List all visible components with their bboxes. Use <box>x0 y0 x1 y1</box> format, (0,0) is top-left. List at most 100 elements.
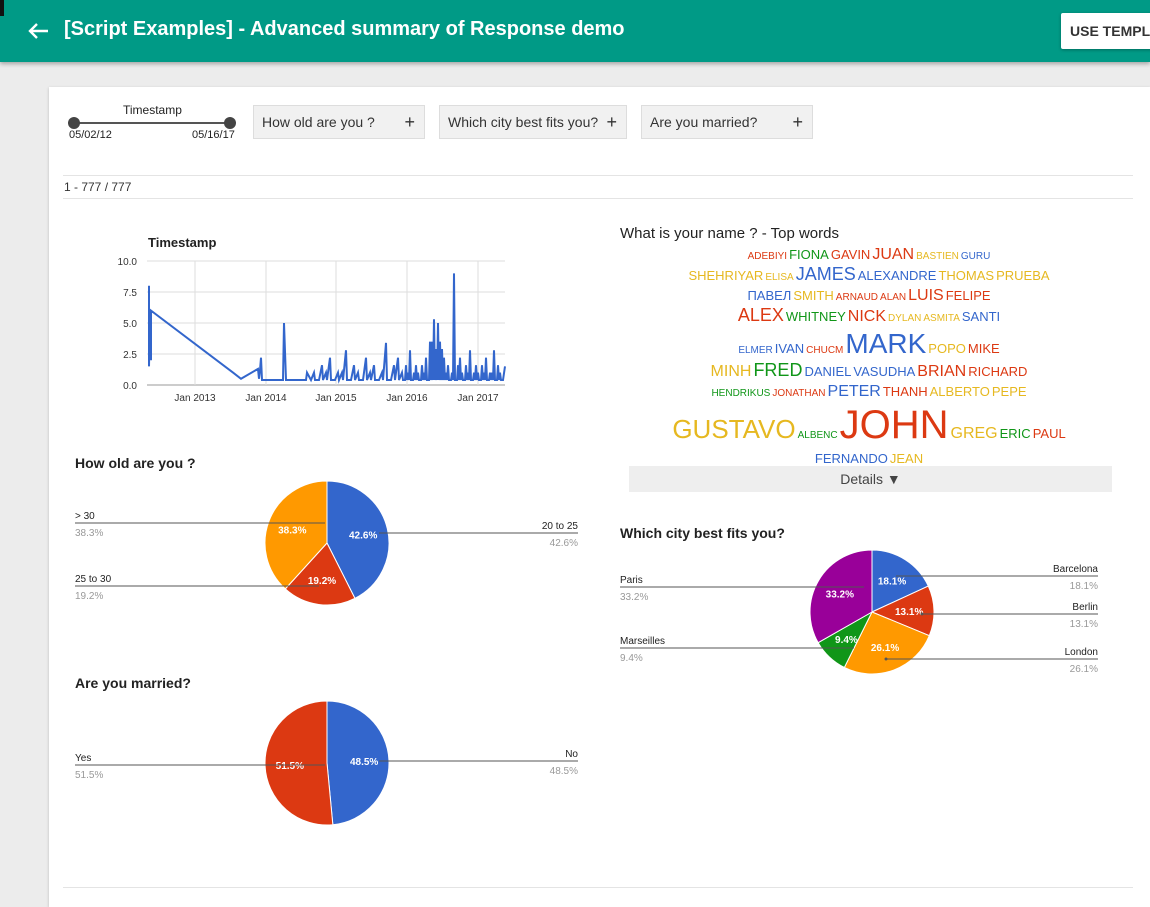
timestamp-line-chart: 10.0 7.5 5.0 2.5 0.0 Jan 2013 Jan 2014 Jan 2015… <box>118 257 506 404</box>
wordcloud-word: THOMAS <box>938 268 995 284</box>
wordcloud-word: MARK <box>845 327 927 359</box>
wordcloud-word: ERIC <box>999 425 1031 441</box>
timestamp-series-line <box>148 273 506 384</box>
range-handle-start[interactable] <box>68 117 80 129</box>
wordcloud-word: PEPE <box>991 383 1027 399</box>
wordcloud-word: HENDRIKUS <box>711 387 771 399</box>
y-tick-label: 0.0 <box>123 381 137 392</box>
legend-label: Marseilles <box>620 636 665 647</box>
wordcloud-word: JAMES <box>795 264 856 285</box>
wordcloud-word: ELMER <box>738 344 773 356</box>
range-handle-end[interactable] <box>224 117 236 129</box>
wordcloud-word: PAUL <box>1032 425 1066 441</box>
city-filter[interactable]: Which city best fits you? + <box>439 105 627 139</box>
y-tick-label: 2.5 <box>123 350 137 361</box>
legend-label: Barcelona <box>1053 564 1098 575</box>
wordcloud-word: ALEX <box>737 304 784 325</box>
details-toggle[interactable]: Details ▼ <box>629 466 1112 492</box>
wordcloud-word: BRIAN <box>917 363 967 381</box>
x-tick-label: Jan 2016 <box>386 393 428 404</box>
pie-slice-london <box>843 611 930 675</box>
arrow-left-icon <box>28 23 48 39</box>
legend-percent: 19.2% <box>75 591 103 602</box>
pie-percent-label: 42.6% <box>349 530 377 541</box>
timestamp-range-filter[interactable]: Timestamp 05/02/12 05/16/17 <box>67 101 247 141</box>
wordcloud-word: FELIPE <box>945 287 991 303</box>
timestamp-chart-title: Timestamp <box>148 235 217 250</box>
range-track <box>73 122 231 124</box>
wordcloud-word: ELISA <box>765 272 794 284</box>
wordcloud-row: ПАВЕЛ SMITH ARNAUD ALAN LUIS FELIPE <box>629 286 1109 305</box>
pie-percent-label: 9.4% <box>835 635 858 646</box>
use-template-button[interactable]: USE TEMPLA <box>1061 13 1150 49</box>
wordcloud-word: ADEBIYI <box>747 251 788 262</box>
corner-mark <box>0 0 4 16</box>
app-header: [Script Examples] - Advanced summary of … <box>0 0 1150 62</box>
legend-percent: 38.3% <box>75 528 103 539</box>
legend-label: No <box>565 749 578 760</box>
page-title: [Script Examples] - Advanced summary of … <box>64 18 625 40</box>
legend-percent: 26.1% <box>1070 664 1098 675</box>
pie-percent-label: 38.3% <box>278 526 306 537</box>
legend-label: London <box>1065 647 1098 658</box>
wordcloud-row: ALEX WHITNEY NICK DYLAN ASMITA SANTI <box>629 305 1109 327</box>
legend-percent: 13.1% <box>1070 619 1098 630</box>
range-end-label: 05/16/17 <box>192 129 235 141</box>
wordcloud-word: THANH <box>882 383 928 399</box>
legend-percent: 33.2% <box>620 592 648 603</box>
back-arrow-icon[interactable] <box>22 15 54 47</box>
wordcloud-word: VASUDHA <box>853 364 916 380</box>
city-filter-label: Which city best fits you? <box>448 114 599 130</box>
pie-percent-label: 13.1% <box>895 607 923 618</box>
wordcloud-row: HENDRIKUS JONATHAN PETER THANH ALBERTO PEPE <box>629 382 1109 401</box>
legend-label: Yes <box>75 753 91 764</box>
pie-slice-no <box>326 700 390 826</box>
wordcloud-word: JONATHAN <box>772 387 826 399</box>
wordcloud-word: POPO <box>928 340 966 356</box>
legend-label: 25 to 30 <box>75 574 112 585</box>
legend-label: Paris <box>620 575 643 586</box>
wordcloud-word: PRUEBA <box>996 268 1050 284</box>
wordcloud-word: LUIS <box>908 286 944 304</box>
wordcloud-word: GURU <box>960 251 991 262</box>
wordcloud-row: SHEHRIYAR ELISA JAMES ALEXANDRE THOMAS PRUEBA <box>629 264 1109 286</box>
pie-percent-label: 51.5% <box>276 761 304 772</box>
pie-percent-label: 48.5% <box>350 757 378 768</box>
wordcloud-word: BASTIEN <box>916 251 959 262</box>
age-chart-title: How old are you ? <box>75 455 196 471</box>
wordcloud-word: ALAN <box>880 291 907 303</box>
married-filter[interactable]: Are you married? + <box>641 105 813 139</box>
y-tick-label: 10.0 <box>118 257 138 268</box>
wordcloud-word: FERNANDO <box>814 450 888 466</box>
wordcloud-word: RICHARD <box>968 364 1028 380</box>
divider-rows <box>63 198 1133 199</box>
wordcloud-word: ALBERTO <box>929 383 990 399</box>
plus-icon: + <box>404 112 415 132</box>
wordcloud-word: PETER <box>827 382 881 400</box>
married-pie-chart: 48.5% 51.5% Yes 51.5% No 48.5% <box>75 700 578 826</box>
wordcloud-word: MIKE <box>967 340 1000 356</box>
legend-label: Berlin <box>1072 602 1098 613</box>
wordcloud-word: JEAN <box>889 450 924 466</box>
legend-label: 20 to 25 <box>542 521 579 532</box>
wordcloud-word: SANTI <box>961 308 1001 324</box>
plus-icon: + <box>606 112 617 132</box>
city-pie-chart: 18.1% 13.1% 26.1% 9.4% 33.2% Paris 33.2% Marsei… <box>620 549 1098 675</box>
x-tick-label: Jan 2014 <box>245 393 287 404</box>
city-chart-title: Which city best fits you? <box>620 525 785 541</box>
pie-slice-yes <box>264 700 334 826</box>
wordcloud-word: GAVIN <box>830 247 871 262</box>
wordcloud-row: MINH FRED DANIEL VASUDHA BRIAN RICHARD <box>629 360 1109 382</box>
wordcloud-word: GREG <box>950 424 998 442</box>
pie-slice-paris <box>809 549 873 644</box>
pie-slice-25-to-30 <box>284 542 356 606</box>
married-chart-title: Are you married? <box>75 675 191 691</box>
wordcloud-word: JUAN <box>872 246 915 263</box>
wordcloud-word: GUSTAVO <box>672 413 796 444</box>
y-tick-label: 5.0 <box>123 319 137 330</box>
legend-percent: 51.5% <box>75 770 103 781</box>
divider-top <box>63 175 1133 176</box>
age-filter[interactable]: How old are you ? + <box>253 105 425 139</box>
pie-percent-label: 18.1% <box>878 577 906 588</box>
legend-percent: 9.4% <box>620 653 643 664</box>
